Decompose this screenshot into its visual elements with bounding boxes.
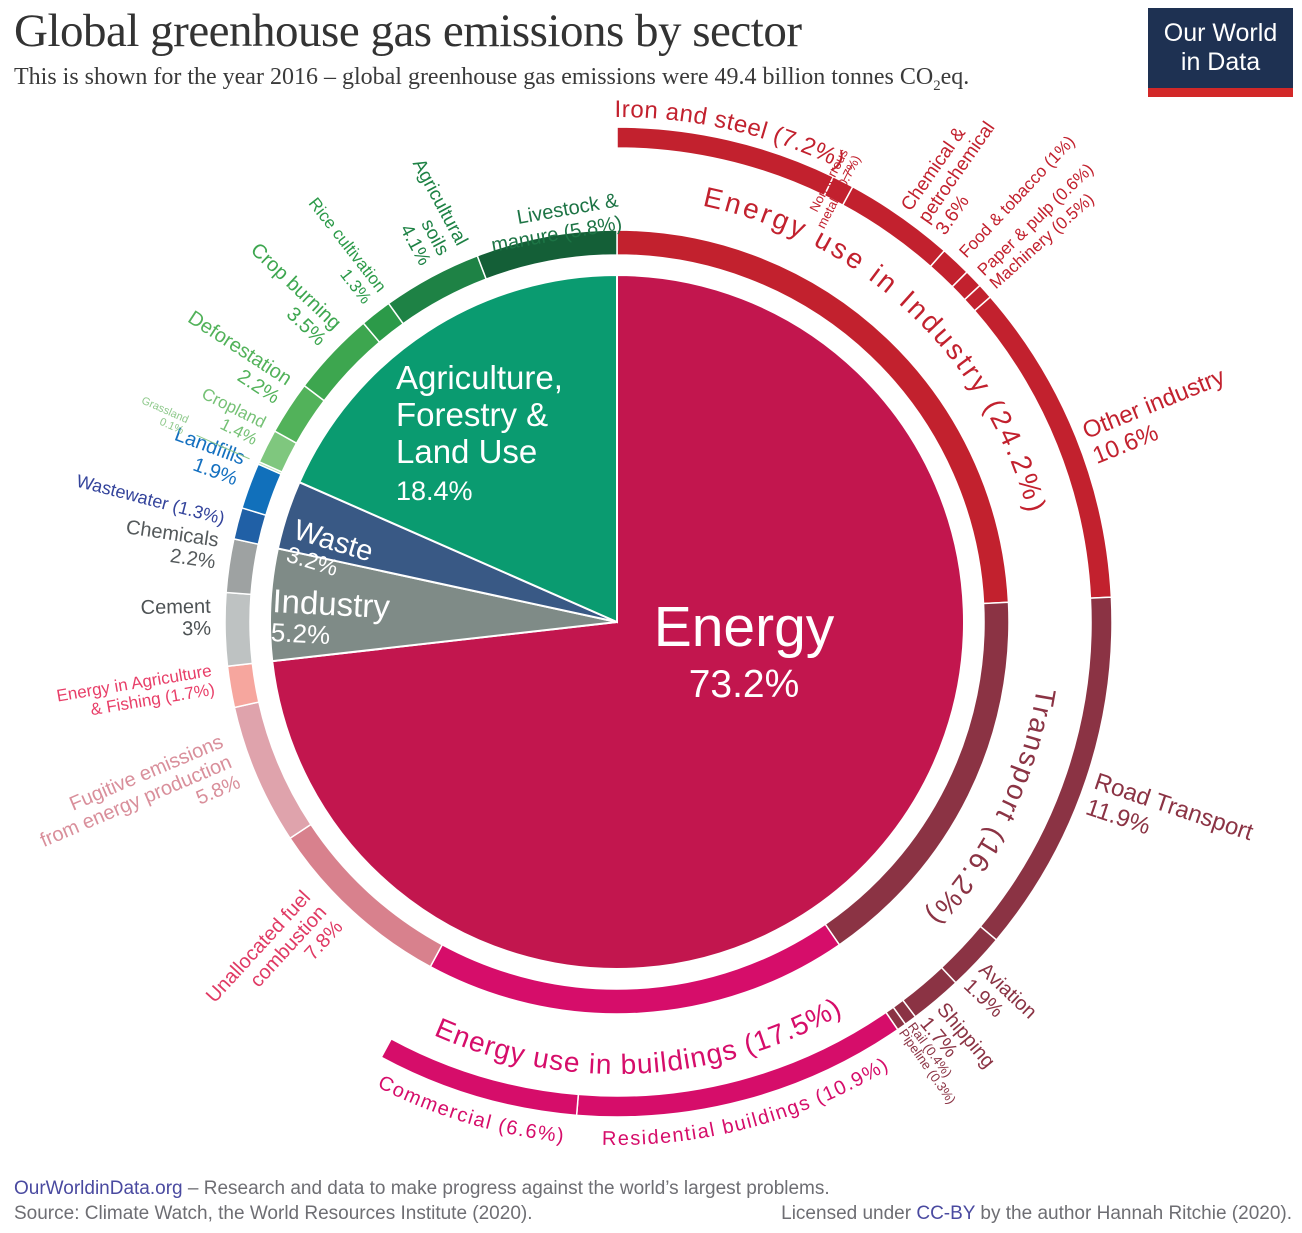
license-note: Licensed under CC-BY by the author Hanna… — [781, 1203, 1292, 1224]
leader-non-ferrous — [843, 164, 853, 181]
label-ag-soils: Agriculturalsoils4.1% — [371, 156, 472, 270]
label-grassland: Grassland0.1% — [135, 395, 191, 437]
logo-line1: Our World — [1163, 19, 1278, 47]
header: Global greenhouse gas emissions by secto… — [14, 4, 1134, 95]
label-energy: Energy — [654, 595, 835, 659]
owid-logo[interactable]: Our World in Data — [1148, 8, 1293, 97]
logo-line2: in Data — [1180, 48, 1261, 76]
source-note: Source: Climate Watch, the World Resourc… — [14, 1203, 533, 1224]
ring-segment-chemicals[interactable] — [225, 537, 260, 596]
label-fugitive: Fugitive emissionsfrom energy production… — [28, 731, 243, 872]
pie-segment-afolu[interactable] — [298, 273, 618, 624]
subtitle-subscript: 2 — [933, 77, 941, 94]
label-unallocated: Unallocated fuelcombustion7.8% — [202, 886, 348, 1036]
label-deforestation: Deforestation2.2% — [172, 307, 296, 409]
owid-link[interactable]: OurWorldinData.org — [14, 1178, 183, 1199]
label-road-transport: Road Transport11.9% — [1082, 768, 1256, 872]
logo-red-bar — [1148, 88, 1293, 97]
label-other-industry: Other industry10.6% — [1079, 363, 1239, 470]
pie-ring — [269, 273, 965, 970]
footer-row-2: Source: Climate Watch, the World Resourc… — [14, 1203, 1292, 1225]
footer-row-1: OurWorldinData.org – Research and data t… — [14, 1178, 1292, 1200]
label-chemicals: Chemicals2.2% — [121, 516, 220, 573]
leader-grassland — [196, 434, 250, 460]
label-energy-pct: 73.2% — [689, 663, 800, 706]
ring-segment-energy-ag-fishing[interactable] — [226, 662, 260, 709]
pie-segment-energy[interactable] — [271, 273, 965, 970]
subtitle-suffix: eq. — [940, 64, 970, 90]
label-crop-burning: Crop burning3.5% — [231, 239, 345, 351]
ring-segment-livestock[interactable] — [476, 229, 618, 281]
footer-tagline-text: – Research and data to make progress aga… — [182, 1178, 830, 1199]
middle-ring — [224, 229, 1010, 1015]
footer: OurWorldinData.org – Research and data t… — [14, 1175, 1292, 1225]
label-industry: Industry5.2% — [270, 582, 391, 653]
cc-by-link[interactable]: CC-BY — [916, 1203, 976, 1224]
subtitle-text: This is shown for the year 2016 – global… — [14, 64, 934, 90]
label-cement: Cement3% — [140, 596, 211, 641]
page-subtitle: This is shown for the year 2016 – global… — [14, 64, 1134, 95]
ring-segment-commercial[interactable] — [380, 1037, 580, 1117]
label-energy-ag-fishing: Energy in Agriculture& Fishing (1.7%) — [55, 661, 216, 724]
footer-tagline: OurWorldinData.org – Research and data t… — [14, 1178, 830, 1200]
label-afolu: Agriculture, Forestry & Land Use 18.4% — [396, 359, 563, 506]
outer-ring — [380, 126, 1113, 1118]
ring-segment-cement[interactable] — [224, 591, 254, 668]
page-title: Global greenhouse gas emissions by secto… — [14, 5, 802, 57]
